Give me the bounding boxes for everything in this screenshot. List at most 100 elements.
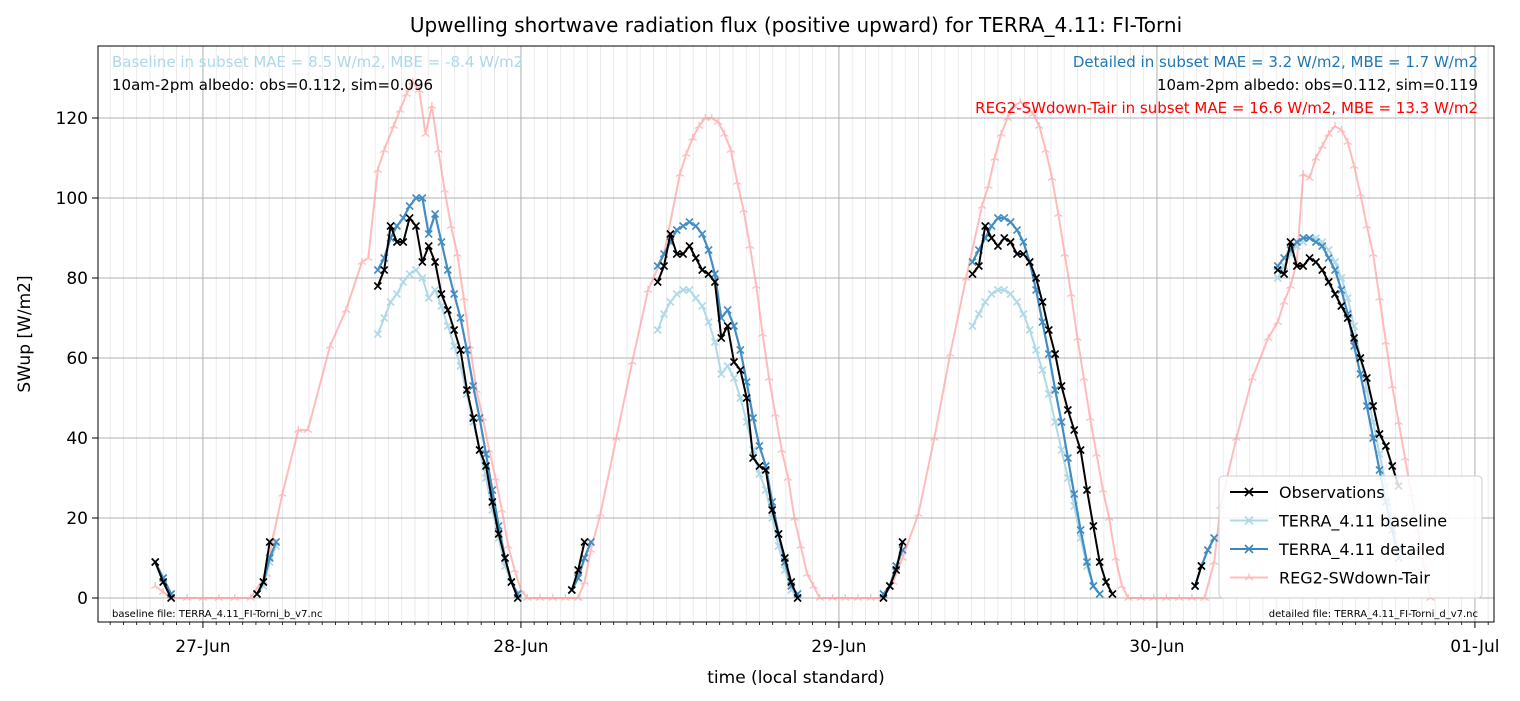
x-marker bbox=[1095, 589, 1104, 599]
tri-marker bbox=[379, 146, 389, 153]
observations-line bbox=[1194, 565, 1203, 587]
tri-marker bbox=[726, 146, 736, 153]
x-marker bbox=[1012, 297, 1022, 307]
tri-marker bbox=[1387, 382, 1397, 389]
x-marker bbox=[679, 249, 688, 259]
x-marker bbox=[1343, 313, 1352, 323]
x-marker bbox=[685, 241, 694, 251]
tri-marker bbox=[1362, 222, 1372, 229]
x-marker bbox=[755, 469, 764, 479]
x-marker bbox=[1375, 465, 1384, 475]
tri-marker bbox=[828, 594, 837, 601]
x-marker bbox=[1356, 353, 1365, 363]
x-tick-label: 30-Jun bbox=[1129, 637, 1184, 657]
x-marker bbox=[399, 277, 408, 287]
tri-marker bbox=[1022, 102, 1031, 109]
x-marker bbox=[1006, 217, 1015, 227]
tri-marker bbox=[491, 474, 500, 481]
x-marker bbox=[1369, 401, 1378, 411]
x-marker bbox=[666, 229, 675, 239]
x-marker bbox=[418, 193, 427, 203]
legend-swatch-baseline bbox=[1230, 515, 1268, 526]
x-marker bbox=[1012, 225, 1022, 235]
x-marker bbox=[1019, 309, 1028, 319]
x-marker bbox=[437, 301, 446, 311]
x-marker bbox=[653, 277, 662, 287]
x-tick-label: 27-Jun bbox=[175, 637, 230, 657]
tri-marker bbox=[1034, 122, 1044, 129]
tri-marker bbox=[694, 122, 704, 129]
tri-marker bbox=[522, 594, 532, 601]
tri-marker bbox=[713, 118, 723, 125]
tri-marker bbox=[1343, 138, 1353, 145]
tri-marker bbox=[1298, 170, 1308, 177]
x-marker bbox=[443, 265, 452, 275]
x-marker bbox=[736, 393, 745, 403]
x-marker bbox=[1006, 289, 1015, 299]
tri-marker bbox=[739, 206, 748, 213]
x-marker bbox=[424, 241, 433, 251]
x-marker bbox=[405, 201, 414, 211]
tri-marker bbox=[341, 306, 351, 313]
plot-frame bbox=[97, 45, 1495, 623]
tri-marker bbox=[1174, 594, 1184, 601]
x-marker bbox=[456, 313, 465, 323]
tri-marker bbox=[357, 258, 367, 265]
x-marker bbox=[450, 289, 459, 299]
tri-marker bbox=[497, 506, 507, 513]
tri-marker bbox=[802, 570, 812, 577]
legend-label: Observations bbox=[1279, 483, 1385, 502]
x-marker bbox=[1076, 525, 1085, 535]
x-marker bbox=[659, 309, 669, 319]
tri-marker bbox=[214, 594, 224, 601]
x-marker bbox=[1038, 297, 1047, 307]
x-marker bbox=[167, 593, 176, 603]
x-marker bbox=[1324, 253, 1333, 263]
tri-marker bbox=[866, 594, 876, 601]
tri-marker bbox=[914, 510, 923, 517]
reg2-stats-annotation: REG2-SWdown-Tair in subset MAE = 16.6 W/… bbox=[975, 99, 1478, 117]
reg2-line bbox=[577, 117, 884, 599]
x-marker bbox=[1032, 345, 1041, 355]
tri-marker bbox=[1073, 334, 1082, 341]
series-layer bbox=[150, 78, 1435, 603]
x-marker bbox=[1305, 233, 1314, 243]
x-marker bbox=[424, 229, 433, 239]
x-marker bbox=[462, 345, 471, 355]
x-marker bbox=[411, 221, 421, 231]
x-marker bbox=[488, 497, 497, 507]
x-marker bbox=[1063, 453, 1072, 463]
x-marker bbox=[1299, 261, 1308, 271]
tri-marker bbox=[796, 542, 806, 549]
y-tick-label: 100 bbox=[56, 189, 88, 209]
x-marker bbox=[1292, 261, 1301, 271]
tri-marker bbox=[325, 342, 335, 349]
x-marker bbox=[1019, 249, 1028, 259]
tri-marker bbox=[395, 106, 405, 113]
tri-marker bbox=[373, 166, 383, 173]
x-marker bbox=[272, 537, 281, 547]
x-marker bbox=[1057, 445, 1066, 455]
x-marker bbox=[685, 285, 694, 295]
x-marker bbox=[1311, 257, 1320, 267]
tri-marker bbox=[1028, 110, 1038, 117]
tri-marker bbox=[402, 90, 411, 97]
tri-marker bbox=[990, 154, 1000, 161]
x-marker bbox=[1051, 349, 1060, 359]
x-marker bbox=[1038, 317, 1047, 327]
x-marker bbox=[1025, 325, 1034, 335]
x-marker bbox=[1012, 249, 1022, 259]
tri-marker bbox=[1098, 486, 1108, 493]
x-marker bbox=[1000, 213, 1009, 223]
tri-marker bbox=[675, 170, 685, 177]
x-marker bbox=[399, 237, 408, 247]
tri-marker bbox=[1368, 250, 1378, 257]
tri-marker bbox=[961, 274, 971, 281]
tri-marker bbox=[363, 254, 373, 261]
series-reg2 bbox=[150, 78, 1435, 601]
tri-marker bbox=[1232, 434, 1241, 441]
x-marker bbox=[567, 585, 576, 595]
x-marker bbox=[1057, 417, 1066, 427]
x-marker bbox=[1089, 521, 1098, 531]
x-marker bbox=[717, 333, 726, 343]
